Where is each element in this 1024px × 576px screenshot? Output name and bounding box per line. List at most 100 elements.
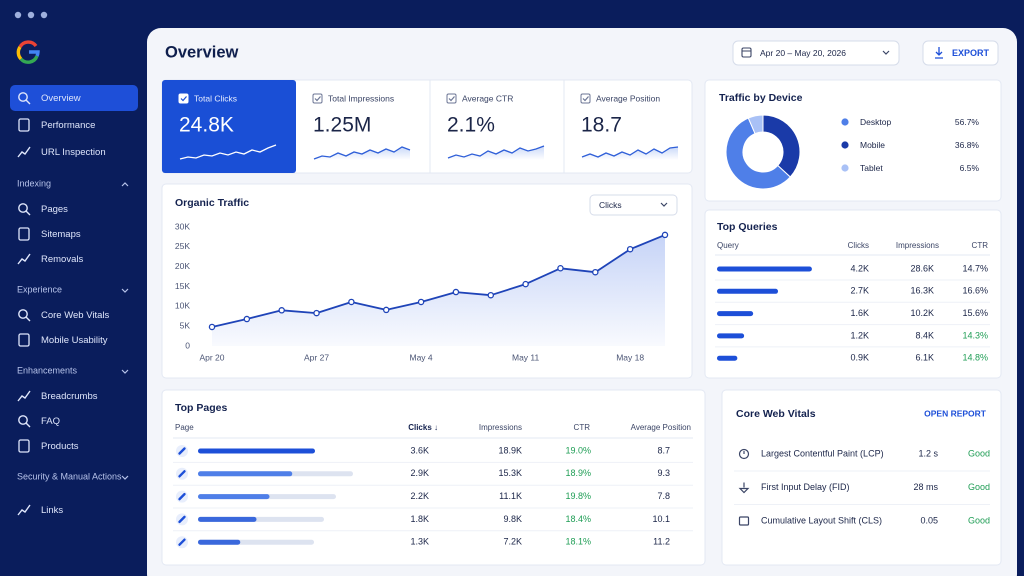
x-tick-label: May 11 xyxy=(512,352,540,362)
x-tick-label: Apr 20 xyxy=(199,352,224,362)
cwv-icon xyxy=(738,482,750,494)
traffic-point xyxy=(661,231,669,239)
x-tick-label: May 18 xyxy=(616,352,644,362)
query-row[interactable]: 4.2K 28.6K 14.7% xyxy=(715,263,990,281)
nav-item[interactable]: Overview xyxy=(10,85,138,111)
kpi-card[interactable]: Average CTR 2.1% xyxy=(446,93,545,160)
pages-table: Page Clicks ↓ Impressions CTR Average Positi… xyxy=(173,423,693,549)
column-header: Average Position xyxy=(631,423,691,432)
kpi-spark-area xyxy=(314,147,410,160)
cwv-icon xyxy=(738,448,750,460)
traffic-area xyxy=(212,234,665,346)
date-picker[interactable]: Apr 20 – May 20, 2026 xyxy=(732,40,900,66)
x-tick-label: Apr 27 xyxy=(304,352,329,362)
nav-item[interactable]: Links xyxy=(17,504,63,516)
query-impressions: 8.4K xyxy=(915,330,934,340)
query-row[interactable]: 1.2K 8.4K 14.3% xyxy=(715,330,990,348)
cwv-table: Largest Contentful Paint (LCP) 1.2 s Good F… xyxy=(734,448,991,526)
page-row[interactable]: 3.6K 18.9K 19.0% 8.7 xyxy=(173,445,693,463)
page-clicks: 2.2K xyxy=(410,491,429,501)
query-impressions: 28.6K xyxy=(910,263,934,273)
query-ctr: 16.6% xyxy=(962,286,988,296)
kpi-card[interactable]: Total Clicks 24.8K xyxy=(178,93,277,160)
nav-item[interactable]: FAQ xyxy=(18,415,60,428)
cwv-row[interactable]: First Input Delay (FID) 28 ms Good xyxy=(734,482,990,505)
nav-icon xyxy=(17,146,31,158)
page-title: Overview xyxy=(165,43,239,61)
cwv-row[interactable]: Cumulative Layout Shift (CLS) 0.05 Good xyxy=(738,515,991,526)
nav-item[interactable]: Products xyxy=(18,439,79,453)
query-bar xyxy=(717,333,745,339)
query-ctr: 15.6% xyxy=(962,308,988,318)
page-row[interactable]: 2.9K 15.3K 18.9% 9.3 xyxy=(173,467,693,486)
legend-label: Mobile xyxy=(860,140,885,150)
nav-section[interactable]: Security & Manual Actions xyxy=(17,471,129,481)
query-bar xyxy=(717,355,738,361)
nav-item[interactable]: Removals xyxy=(17,253,83,265)
query-row[interactable]: 2.7K 16.3K 16.6% xyxy=(715,286,990,303)
page-bar xyxy=(198,471,293,477)
page-row[interactable]: 2.2K 11.1K 19.8% 7.8 xyxy=(173,490,693,509)
export-button[interactable]: EXPORT xyxy=(922,40,999,66)
query-clicks: 2.7K xyxy=(850,286,869,296)
page-impressions: 9.8K xyxy=(503,514,522,524)
page-position: 10.1 xyxy=(652,514,670,524)
kpi-sparkline xyxy=(447,145,545,159)
legend-dot xyxy=(841,164,849,172)
nav-item[interactable]: Sitemaps xyxy=(18,227,81,241)
sidebar: Overview Performance URL Inspection Indexin… xyxy=(10,85,138,516)
open-report[interactable]: OPEN REPORT xyxy=(924,408,987,418)
page-row[interactable]: 1.8K 9.8K 18.4% 10.1 xyxy=(173,513,693,532)
nav-icon xyxy=(18,439,30,453)
cwv-value: 0.05 xyxy=(920,515,938,525)
page-impressions: 18.9K xyxy=(498,445,522,455)
link-icon xyxy=(178,492,186,501)
nav-item[interactable]: Core Web Vitals xyxy=(18,309,110,322)
link-icon xyxy=(178,470,186,478)
nav-item[interactable]: Pages xyxy=(18,203,68,216)
section-title: Experience xyxy=(17,284,62,294)
query-row[interactable]: 1.6K 10.2K 15.6% xyxy=(715,308,990,326)
query-bar xyxy=(717,311,754,317)
nav-item[interactable]: URL Inspection xyxy=(17,146,106,158)
page-position: 8.7 xyxy=(657,445,670,455)
nav-item[interactable]: Breadcrumbs xyxy=(17,390,98,402)
query-impressions: 10.2K xyxy=(910,308,934,318)
metric-dropdown[interactable]: Clicks xyxy=(589,194,678,216)
nav-label: Mobile Usability xyxy=(41,335,108,346)
nav-section[interactable]: Enhancements xyxy=(17,365,129,375)
nav-section[interactable]: Experience xyxy=(17,284,129,294)
nav-icon xyxy=(25,99,31,105)
nav-item[interactable]: Performance xyxy=(18,118,95,132)
queries-title: Top Queries xyxy=(717,221,778,233)
kpi-label: Average Position xyxy=(596,93,660,103)
query-clicks: 4.2K xyxy=(850,263,869,273)
column-header[interactable]: Clicks ↓ xyxy=(408,423,438,432)
nav-icon xyxy=(18,118,30,132)
column-header: Page xyxy=(175,423,194,432)
kpi-value: 1.25M xyxy=(313,114,371,137)
y-tick-label: 5K xyxy=(180,320,191,330)
cwv-status: Good xyxy=(968,482,990,492)
kpi-checkbox xyxy=(446,93,457,104)
nav-label: URL Inspection xyxy=(41,147,106,158)
cwv-card xyxy=(721,389,1002,566)
kpi-card-active[interactable] xyxy=(162,80,296,173)
kpi-checkbox xyxy=(312,93,323,104)
cwv-row[interactable]: Largest Contentful Paint (LCP) 1.2 s Good xyxy=(734,448,990,472)
donut: Desktop 56.7% Mobile 36.8% Tablet 6.5% xyxy=(725,114,979,190)
section-title: Security & Manual Actions xyxy=(17,471,122,481)
page-bar xyxy=(198,539,241,545)
nav-item[interactable]: Mobile Usability xyxy=(18,333,108,347)
kpi-card[interactable]: Total Impressions 1.25M xyxy=(312,93,411,160)
section-title: Indexing xyxy=(17,178,51,188)
kpi-card[interactable]: Average Position 18.7 xyxy=(580,93,679,160)
column-header: CTR xyxy=(972,241,989,250)
nav-icon xyxy=(18,333,30,347)
nav-active xyxy=(10,85,138,111)
query-row[interactable]: 0.9K 6.1K 14.8% xyxy=(717,353,988,363)
column-header: CTR xyxy=(574,423,591,432)
nav-section[interactable]: Indexing xyxy=(17,178,129,188)
page-impressions: 15.3K xyxy=(498,468,522,478)
page-row[interactable]: 1.3K 7.2K 18.1% 11.2 xyxy=(176,536,670,549)
